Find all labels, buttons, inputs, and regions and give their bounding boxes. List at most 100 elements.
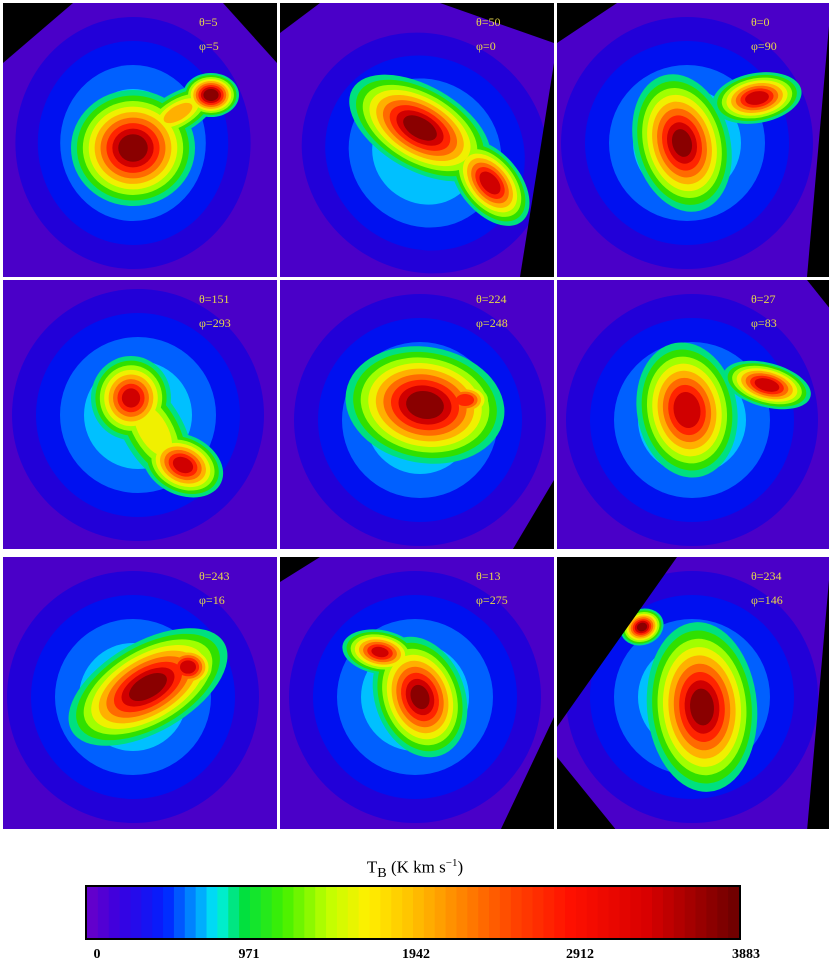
contour-level	[406, 391, 444, 419]
intensity-map	[280, 280, 554, 549]
contour-level	[479, 171, 501, 195]
intensity-map	[3, 280, 277, 549]
colorbar-segment	[423, 887, 436, 938]
theta-label: θ=234	[751, 569, 782, 583]
colorbar-segment	[217, 887, 229, 938]
intensity-map	[3, 3, 277, 277]
contour-level	[172, 456, 194, 474]
colorbar-segment	[184, 887, 197, 938]
theta-label: θ=13	[476, 569, 501, 583]
colorbar-segment	[489, 887, 501, 938]
colorbar-segment	[597, 887, 610, 938]
masked-region	[440, 3, 554, 43]
masked-region	[807, 25, 829, 277]
intensity-map	[280, 557, 554, 829]
colorbar-segment	[97, 887, 110, 938]
colorbar-segment	[369, 887, 381, 938]
colorbar-tick-label: 3883	[732, 947, 760, 962]
intensity-map	[3, 557, 277, 829]
map-panel: θ=151 φ=293	[3, 280, 277, 549]
contour-level	[671, 129, 693, 157]
colorbar-segment	[239, 887, 251, 938]
map-panel: θ=5 φ=5	[3, 3, 277, 277]
contour-level	[690, 688, 714, 726]
colorbar-tick-label: 0	[93, 947, 101, 962]
colorbar-segment	[728, 887, 740, 938]
masked-region	[557, 3, 617, 43]
phi-label: φ=90	[751, 39, 777, 53]
colorbar-segment	[630, 887, 642, 938]
contour-level	[118, 134, 148, 162]
theta-label: θ=27	[751, 292, 776, 306]
colorbar-segment	[315, 887, 327, 938]
theta-label: θ=151	[199, 292, 230, 306]
contour-level	[455, 393, 475, 407]
contour-level	[673, 391, 701, 429]
colorbar-segment	[565, 887, 577, 938]
colorbar-segment	[304, 887, 316, 938]
phi-label: φ=248	[476, 316, 508, 330]
phi-label: φ=275	[476, 593, 508, 607]
colorbar-segment	[228, 887, 240, 938]
colorbar-segment	[586, 887, 599, 938]
contour-level	[203, 89, 219, 101]
map-panel: θ=243 φ=16	[3, 557, 277, 829]
intensity-map	[557, 557, 829, 829]
colorbar-segment	[152, 887, 164, 938]
masked-region	[280, 557, 320, 582]
map-panel: θ=234 φ=146	[557, 557, 829, 829]
map-panel: θ=224 φ=248	[280, 280, 554, 549]
colorbar-segment	[119, 887, 131, 938]
colorbar-segment	[163, 887, 175, 938]
colorbar-segment	[271, 887, 284, 938]
colorbar-segment	[380, 887, 392, 938]
contour-level	[163, 102, 193, 124]
colorbar-segment	[652, 887, 664, 938]
masked-region	[557, 557, 677, 727]
masked-region	[807, 579, 829, 829]
contour-level	[129, 673, 167, 701]
colorbar-segment	[510, 887, 523, 938]
colorbar-segment	[467, 887, 479, 938]
colorbar-segment	[532, 887, 544, 938]
colorbar-segment	[673, 887, 686, 938]
colorbar-segment	[619, 887, 631, 938]
colorbar-segment	[141, 887, 153, 938]
colorbar-segment	[250, 887, 262, 938]
colorbar-segment	[130, 887, 142, 938]
colorbar-segment	[521, 887, 534, 938]
theta-label: θ=0	[751, 15, 770, 29]
colorbar-segment	[695, 887, 707, 938]
colorbar-segment	[662, 887, 675, 938]
colorbar-segment	[336, 887, 349, 938]
colorbar-segment	[576, 887, 588, 938]
phi-label: φ=146	[751, 593, 783, 607]
colorbar-segment	[402, 887, 414, 938]
colorbar-segment	[326, 887, 338, 938]
colorbar-gradient	[87, 887, 740, 938]
masked-region	[280, 3, 320, 33]
contour-level	[410, 684, 430, 710]
colorbar-segment	[206, 887, 218, 938]
map-panel: θ=50 φ=0	[280, 3, 554, 277]
masked-region	[807, 280, 829, 308]
colorbar-segment	[293, 887, 305, 938]
colorbar-segment	[108, 887, 121, 938]
colorbar-tick-label: 2912	[566, 947, 594, 962]
map-panel: θ=13 φ=275	[280, 557, 554, 829]
colorbar-segment	[706, 887, 718, 938]
theta-label: θ=243	[199, 569, 230, 583]
colorbar-segment	[358, 887, 371, 938]
colorbar-segment	[543, 887, 555, 938]
colorbar-title: TB (K km s−1)	[366, 857, 464, 882]
contour-level	[179, 660, 197, 674]
phi-label: φ=83	[751, 316, 777, 330]
theta-label: θ=224	[476, 292, 507, 306]
contour-level	[745, 91, 769, 105]
colorbar-segment	[391, 887, 403, 938]
colorbar-segment	[195, 887, 208, 938]
colorbar-segment	[87, 887, 99, 938]
map-panel: θ=27 φ=83	[557, 280, 829, 549]
colorbar-segment	[173, 887, 186, 938]
colorbar-segment	[684, 887, 697, 938]
